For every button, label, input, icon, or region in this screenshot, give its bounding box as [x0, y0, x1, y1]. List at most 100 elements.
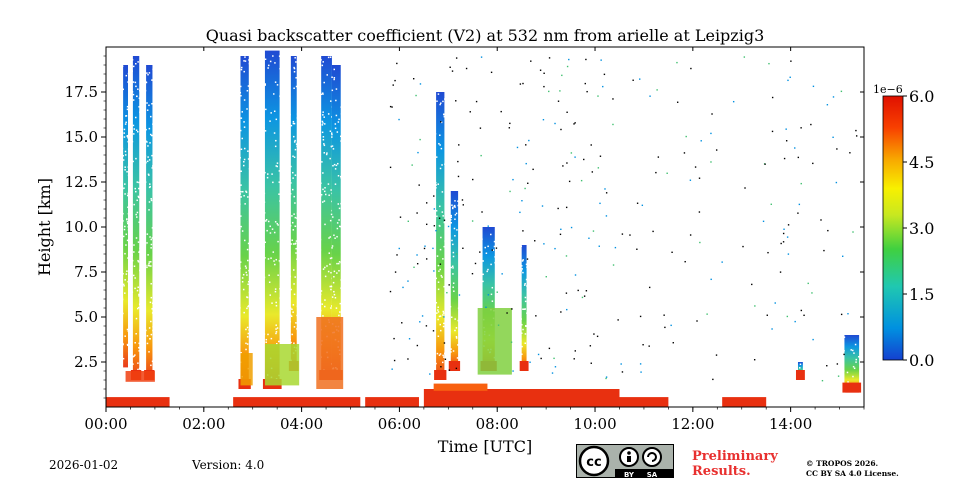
- speckle: [135, 85, 137, 88]
- speckle: [289, 96, 291, 98]
- speckle: [140, 282, 143, 285]
- speckle: [247, 85, 250, 87]
- speckle: [131, 259, 134, 262]
- speckle: [523, 284, 526, 286]
- speckle: [441, 191, 444, 193]
- speckle: [319, 293, 322, 296]
- speckle: [138, 251, 140, 253]
- speckle: [124, 154, 127, 156]
- speckle: [124, 193, 126, 195]
- speckle: [126, 108, 129, 111]
- speckle: [296, 305, 299, 308]
- speckle: [152, 272, 155, 274]
- noise-pixel: [391, 368, 393, 370]
- speckle: [275, 328, 277, 330]
- speckle: [442, 312, 445, 314]
- noise-pixel: [419, 321, 421, 323]
- noise-pixel: [519, 83, 522, 85]
- speckle: [457, 204, 460, 207]
- speckle: [340, 106, 342, 108]
- speckle: [482, 280, 484, 283]
- speckle: [456, 357, 459, 359]
- y-tick-label: 2.5: [74, 353, 98, 371]
- noise-pixel: [843, 353, 845, 356]
- speckle: [144, 328, 146, 330]
- speckle: [150, 265, 152, 267]
- noise-pixel: [715, 149, 718, 151]
- speckle: [125, 244, 127, 246]
- noise-pixel: [641, 204, 644, 207]
- noise-pixel: [548, 347, 551, 350]
- speckle: [331, 245, 334, 247]
- noise-pixel: [670, 324, 672, 327]
- noise-pixel: [491, 249, 493, 251]
- colorbar-tick-label: 0.0: [909, 351, 934, 370]
- speckle: [342, 142, 344, 144]
- speckle: [135, 213, 137, 216]
- speckle: [250, 80, 252, 82]
- speckle: [136, 289, 139, 292]
- noise-pixel: [783, 228, 785, 230]
- noise-pixel: [794, 147, 796, 149]
- speckle: [480, 286, 483, 289]
- speckle: [126, 270, 128, 272]
- speckle: [137, 261, 140, 263]
- speckle: [444, 292, 446, 294]
- noise-pixel: [522, 230, 524, 232]
- speckle: [330, 257, 333, 259]
- noise-pixel: [394, 271, 397, 273]
- y-tick-label: 7.5: [74, 263, 98, 281]
- speckle: [520, 318, 522, 320]
- speckle: [322, 92, 324, 94]
- speckle: [455, 212, 458, 215]
- speckle: [151, 134, 153, 137]
- speckle: [480, 274, 483, 276]
- speckle: [332, 148, 335, 150]
- speckle: [448, 224, 451, 226]
- speckle: [245, 267, 248, 269]
- speckle: [454, 235, 456, 237]
- speckle: [273, 132, 276, 134]
- speckle: [126, 221, 129, 223]
- speckle: [331, 247, 333, 249]
- speckle: [521, 265, 523, 267]
- noise-pixel: [443, 316, 445, 318]
- speckle: [484, 246, 486, 249]
- speckle: [496, 239, 498, 242]
- noise-pixel: [485, 250, 487, 253]
- speckle: [340, 65, 343, 68]
- noise-pixel: [565, 292, 568, 294]
- speckle: [333, 275, 335, 278]
- speckle: [246, 336, 249, 338]
- speckle: [274, 288, 277, 290]
- speckle: [444, 349, 447, 352]
- speckle: [146, 242, 148, 244]
- noise-pixel: [605, 376, 608, 378]
- speckle: [145, 81, 148, 84]
- speckle: [249, 293, 252, 296]
- speckle: [132, 81, 135, 83]
- speckle: [295, 85, 298, 88]
- noise-pixel: [524, 187, 526, 190]
- speckle: [292, 177, 294, 179]
- speckle: [127, 226, 130, 228]
- speckle: [796, 368, 798, 370]
- noise-pixel: [666, 172, 668, 174]
- speckle: [127, 192, 130, 195]
- speckle: [326, 265, 328, 267]
- speckle: [240, 170, 242, 173]
- speckle: [439, 315, 442, 317]
- speckle: [144, 329, 146, 332]
- speckle: [146, 342, 149, 345]
- speckle: [442, 100, 444, 103]
- noise-pixel: [526, 258, 529, 260]
- speckle: [289, 314, 292, 317]
- speckle: [267, 64, 270, 67]
- speckle: [131, 291, 134, 293]
- noise-pixel: [512, 370, 514, 372]
- speckle: [293, 67, 296, 70]
- cloud-column: [450, 191, 459, 371]
- speckle: [459, 277, 462, 279]
- svg-text:cc: cc: [586, 455, 601, 470]
